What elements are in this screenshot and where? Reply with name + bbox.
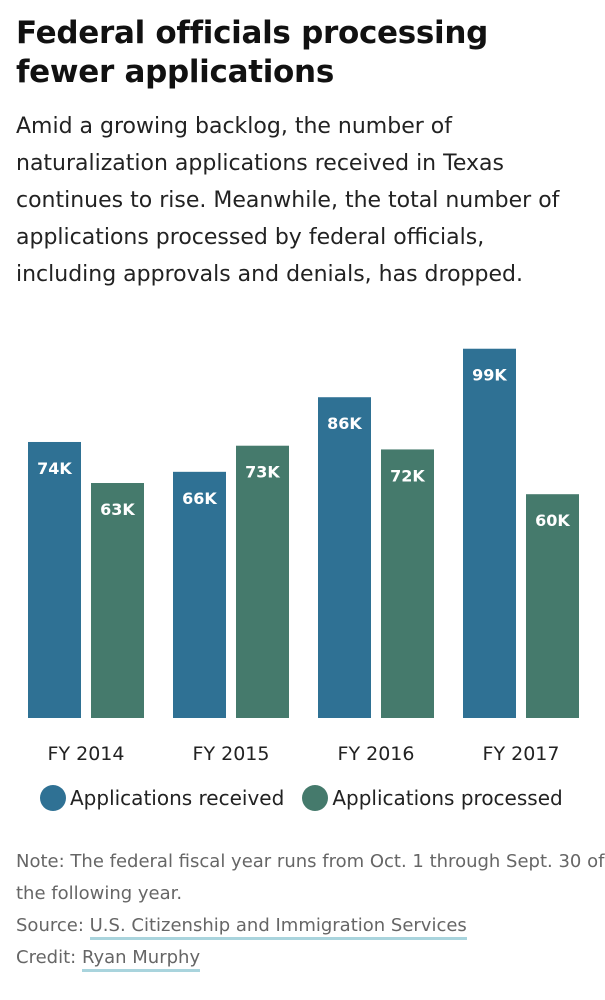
x-tick-label-3: FY 2016: [338, 743, 415, 765]
legend-item-received: Applications received: [40, 785, 284, 811]
bar-chart: 74K 63K FY 2014 66K 73K FY 2015 86K 72K FY 2016 9…: [0, 330, 605, 770]
credit-label: Credit:: [16, 947, 77, 968]
x-tick-label-2: FY 2015: [193, 743, 270, 765]
bar-chart-svg: 74K 63K FY 2014 66K 73K FY 2015 86K 72K FY 2016 9…: [28, 348, 579, 765]
legend-label-processed: Applications processed: [332, 786, 563, 810]
source-line: Source: U.S. Citizenship and Immigration…: [16, 910, 605, 942]
credit-line: Credit: Ryan Murphy: [16, 942, 605, 974]
chart-footer: Note: The federal fiscal year runs from …: [16, 846, 605, 974]
chart-legend: Applications received Applications proce…: [40, 784, 581, 812]
data-label-received-1: 74K: [37, 459, 72, 478]
note-label: Note:: [16, 851, 65, 872]
legend-swatch-received: [40, 785, 66, 811]
data-label-processed-4: 60K: [535, 511, 570, 530]
data-label-received-2: 66K: [182, 489, 217, 508]
bar-received-1: [28, 441, 81, 718]
chart-title: Federal officials processing fewer appli…: [16, 15, 489, 90]
bar-received-3: [318, 397, 371, 718]
chart-subtitle: Amid a growing backlog, the number of na…: [16, 114, 560, 287]
x-tick-label-1: FY 2014: [48, 743, 125, 765]
data-label-received-4: 99K: [472, 366, 507, 385]
bar-processed-4: [526, 494, 579, 718]
legend-swatch-processed: [302, 785, 329, 811]
bar-received-2: [173, 471, 226, 718]
x-tick-label-4: FY 2017: [483, 743, 560, 765]
source-link[interactable]: U.S. Citizenship and Immigration Service…: [89, 915, 467, 940]
legend-label-received: Applications received: [70, 786, 285, 810]
note-text: The federal fiscal year runs from Oct. 1…: [16, 851, 605, 904]
bar-received-4: [463, 348, 516, 718]
data-label-processed-3: 72K: [390, 466, 425, 485]
bar-processed-2: [236, 445, 289, 718]
note-line: Note: The federal fiscal year runs from …: [16, 846, 605, 910]
legend-item-processed: Applications processed: [302, 785, 563, 811]
data-label-processed-1: 63K: [100, 500, 135, 519]
bar-processed-1: [91, 483, 144, 718]
bar-processed-3: [381, 449, 434, 718]
source-label: Source:: [16, 915, 84, 936]
graphic-container: Federal officials processing fewer appli…: [16, 0, 591, 293]
data-label-processed-2: 73K: [245, 463, 280, 482]
data-label-received-3: 86K: [327, 414, 362, 433]
credit-link[interactable]: Ryan Murphy: [81, 947, 201, 972]
